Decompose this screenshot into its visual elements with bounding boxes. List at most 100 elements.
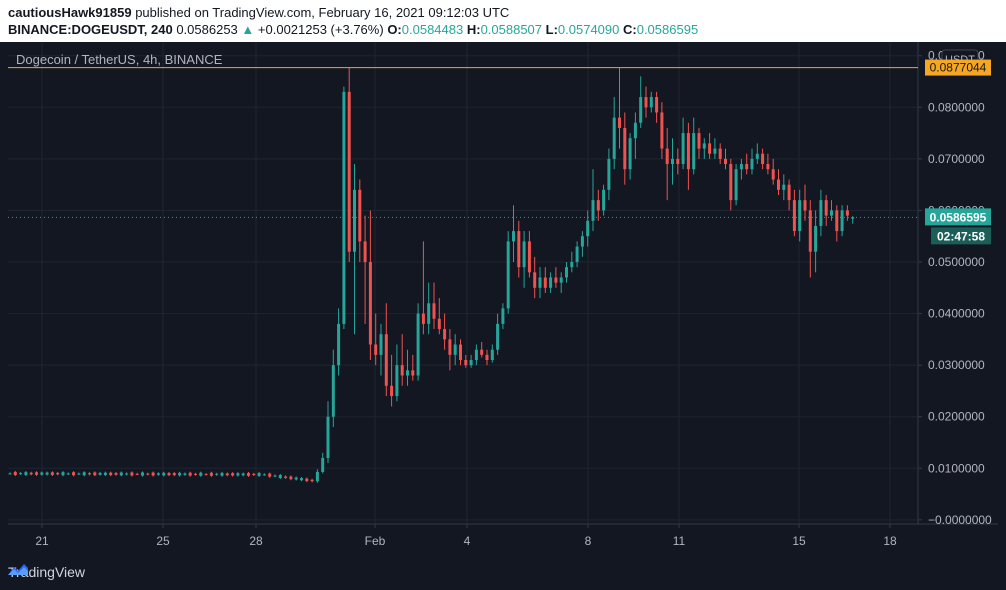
candle: [411, 354, 415, 381]
published-text: published on TradingView.com, February 1…: [131, 5, 510, 20]
candle: [580, 231, 584, 257]
chart-title: Dogecoin / TetherUS, 4h, BINANCE: [16, 52, 223, 67]
candle: [262, 473, 266, 476]
candle: [517, 220, 521, 278]
candle: [474, 344, 478, 366]
candle: [35, 471, 38, 476]
x-tick-label: 4: [464, 534, 471, 548]
candle: [522, 231, 526, 288]
candle: [570, 251, 574, 273]
candle: [183, 472, 187, 476]
candle: [766, 153, 770, 175]
candle: [188, 471, 192, 477]
candle: [368, 210, 372, 361]
candle: [289, 475, 293, 481]
candle: [278, 473, 282, 480]
candle: [575, 241, 579, 268]
candle: [506, 231, 510, 314]
candle: [798, 189, 802, 242]
candle: [141, 471, 144, 477]
y-tick-label: 0.0800000: [928, 100, 985, 114]
candle: [824, 194, 828, 226]
candle: [782, 174, 786, 201]
candle: [146, 472, 150, 476]
candle: [19, 472, 23, 475]
candle: [623, 112, 627, 185]
candle: [135, 472, 139, 476]
candle: [512, 205, 515, 263]
candle: [538, 267, 542, 299]
grid-lines: [8, 42, 998, 525]
candle: [119, 471, 123, 477]
candle: [172, 472, 176, 477]
candle: [273, 474, 277, 478]
candle: [739, 158, 743, 180]
candle: [109, 471, 113, 477]
candle: [750, 148, 754, 175]
candle: [241, 472, 245, 477]
candle: [125, 472, 129, 476]
change-value: +0.0021253 (+3.76%): [257, 22, 384, 37]
candle: [247, 472, 250, 477]
candle: [305, 477, 309, 483]
candle: [72, 471, 76, 477]
candle: [591, 169, 595, 232]
candle: [93, 471, 97, 477]
last-price-value: 0.0586253: [176, 22, 238, 37]
candle: [167, 472, 171, 477]
candle: [315, 469, 319, 483]
candle: [755, 143, 759, 165]
candle: [761, 148, 765, 170]
candle: [395, 344, 399, 402]
candle: [215, 472, 219, 476]
candles: [8, 67, 855, 483]
candle: [692, 117, 696, 175]
candle: [480, 341, 484, 358]
candle: [61, 471, 65, 477]
candle: [342, 86, 346, 330]
candle: [88, 472, 91, 476]
candle: [432, 282, 436, 330]
author-name[interactable]: cautiousHawk91859: [8, 5, 132, 20]
tradingview-brand[interactable]: TradingView: [8, 562, 85, 582]
y-tick-label: 0.0200000: [928, 410, 985, 424]
candle: [406, 349, 409, 386]
candle: [713, 138, 717, 159]
candle: [559, 272, 563, 293]
candle: [697, 127, 701, 159]
candle: [310, 478, 314, 483]
candle: [24, 471, 28, 476]
candle: [268, 472, 272, 478]
candle: [681, 117, 685, 170]
candle: [676, 148, 680, 175]
candle: [602, 184, 606, 216]
candle: [565, 262, 568, 283]
candle: [220, 471, 224, 477]
candle: [199, 471, 203, 477]
candle: [803, 184, 807, 221]
resistance-price-label: 0.0877044: [930, 61, 987, 75]
candle: [490, 344, 494, 363]
candle: [496, 313, 500, 355]
candle: [633, 112, 637, 159]
candle: [840, 205, 844, 237]
candle: [236, 472, 240, 477]
candle: [178, 471, 182, 477]
countdown-label: 02:47:58: [937, 229, 985, 243]
x-axis-ticks: 21 25 28 Feb 4 8 11 15 18: [35, 524, 897, 548]
x-tick-label: 28: [249, 534, 263, 548]
candle: [130, 471, 134, 477]
candle: [347, 67, 351, 263]
candle: [830, 200, 833, 221]
low-label: L:: [545, 22, 558, 37]
candle: [660, 102, 664, 159]
candle: [29, 471, 33, 476]
candle: [649, 91, 653, 113]
candle: [284, 475, 288, 479]
close-label: C:: [623, 22, 637, 37]
candle: [718, 143, 722, 165]
candle: [400, 334, 404, 386]
candle: [686, 122, 690, 190]
